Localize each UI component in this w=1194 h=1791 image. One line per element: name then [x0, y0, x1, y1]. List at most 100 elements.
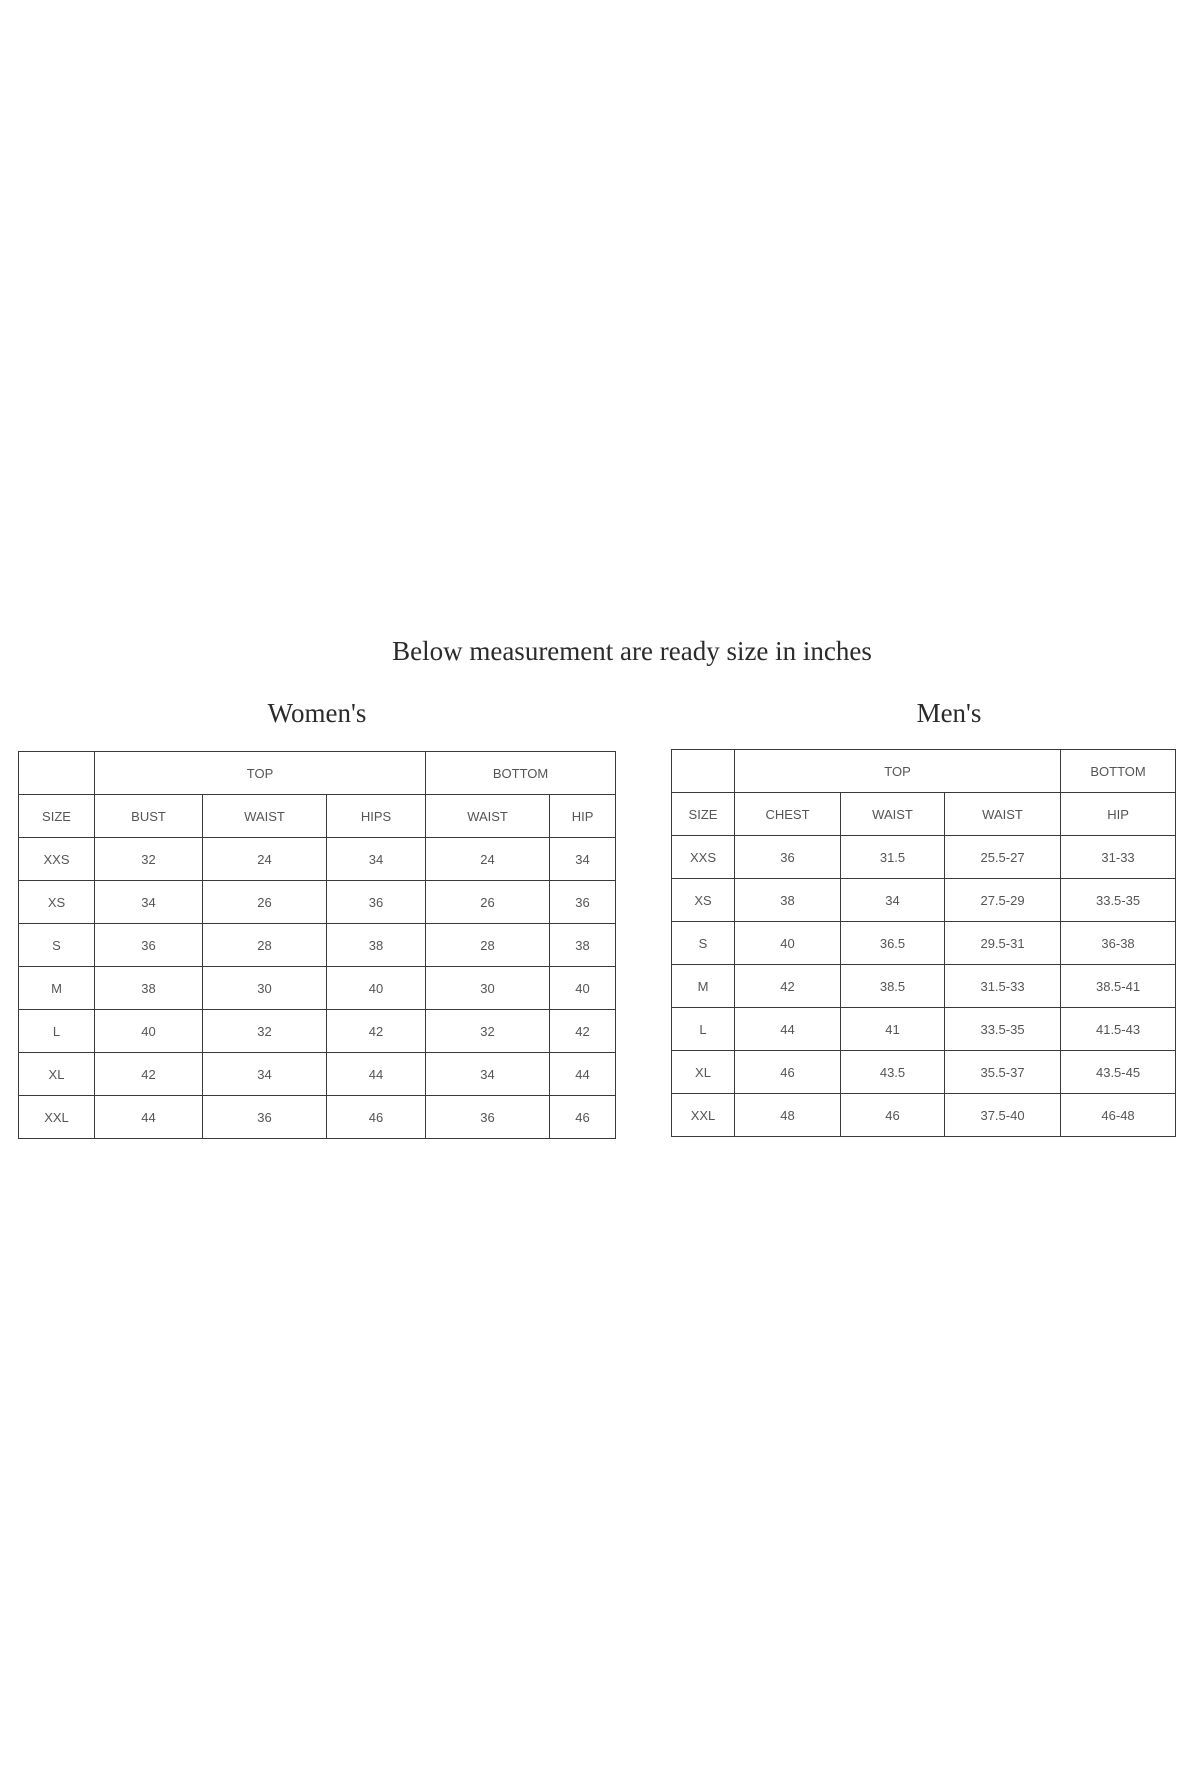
size-cell: S: [671, 921, 735, 965]
size-cell: XS: [18, 880, 95, 924]
measurement-cell: 32: [202, 1009, 327, 1053]
measurement-cell: 31.5-33: [943, 964, 1062, 1008]
column-header-cell: HIPS: [325, 794, 427, 838]
measurement-cell: 38.5: [840, 964, 945, 1008]
measurement-cell: 48: [734, 1093, 841, 1137]
measurement-cell: 43.5-45: [1060, 1050, 1177, 1094]
size-cell: XS: [671, 878, 735, 922]
page-title: Below measurement are ready size in inch…: [392, 636, 872, 666]
column-header-cell: WAIST: [202, 794, 327, 838]
table-row: S 36 28 38 28 38: [18, 923, 617, 967]
group-header-row: TOP BOTTOM: [18, 751, 617, 795]
column-header-row: SIZE CHEST WAIST WAIST HIP: [671, 792, 1177, 836]
column-header-cell: SIZE: [671, 792, 735, 836]
measurement-cell: 40: [94, 1009, 203, 1053]
table-row: XS 34 26 36 26 36: [18, 880, 617, 924]
measurement-cell: 30: [202, 966, 327, 1010]
table-row: M 42 38.5 31.5-33 38.5-41: [671, 964, 1177, 1008]
column-header-cell: HIP: [549, 794, 617, 838]
measurement-cell: 28: [202, 923, 327, 967]
measurement-cell: 42: [325, 1009, 427, 1053]
size-cell: XXS: [18, 837, 95, 881]
measurement-cell: 34: [840, 878, 945, 922]
group-header-cell: BOTTOM: [425, 751, 617, 795]
mens-heading: Men's: [916, 698, 982, 728]
measurement-cell: 40: [734, 921, 841, 965]
group-header-cell: [18, 751, 95, 795]
column-header-cell: SIZE: [18, 794, 95, 838]
measurement-cell: 35.5-37: [943, 1050, 1062, 1094]
measurement-cell: 26: [202, 880, 327, 924]
measurement-cell: 46: [325, 1095, 427, 1139]
measurement-cell: 44: [325, 1052, 427, 1096]
measurement-cell: 31-33: [1060, 835, 1177, 879]
measurement-cell: 41.5-43: [1060, 1007, 1177, 1051]
measurement-cell: 34: [202, 1052, 327, 1096]
measurement-cell: 36: [549, 880, 617, 924]
measurement-cell: 38.5-41: [1060, 964, 1177, 1008]
measurement-cell: 36: [734, 835, 841, 879]
group-header-cell: BOTTOM: [1060, 749, 1177, 793]
size-cell: XL: [671, 1050, 735, 1094]
measurement-cell: 42: [549, 1009, 617, 1053]
measurement-cell: 24: [202, 837, 327, 881]
group-header-row: TOP BOTTOM: [671, 749, 1177, 793]
measurement-cell: 40: [549, 966, 617, 1010]
table-row: XS 38 34 27.5-29 33.5-35: [671, 878, 1177, 922]
size-cell: S: [18, 923, 95, 967]
group-header-cell: TOP: [93, 751, 427, 795]
table-row: XXL 44 36 46 36 46: [18, 1095, 617, 1139]
size-cell: XXL: [18, 1095, 95, 1139]
measurement-cell: 42: [734, 964, 841, 1008]
measurement-cell: 40: [325, 966, 427, 1010]
measurement-cell: 36: [425, 1095, 551, 1139]
table-row: M 38 30 40 30 40: [18, 966, 617, 1010]
table-row: XL 42 34 44 34 44: [18, 1052, 617, 1096]
size-cell: XXS: [671, 835, 735, 879]
measurement-cell: 44: [549, 1052, 617, 1096]
table-row: XXS 36 31.5 25.5-27 31-33: [671, 835, 1177, 879]
measurement-cell: 42: [94, 1052, 203, 1096]
measurement-cell: 36.5: [840, 921, 945, 965]
column-header-cell: WAIST: [840, 792, 945, 836]
table-row: S 40 36.5 29.5-31 36-38: [671, 921, 1177, 965]
measurement-cell: 38: [94, 966, 203, 1010]
measurement-cell: 46: [549, 1095, 617, 1139]
measurement-cell: 32: [425, 1009, 551, 1053]
measurement-cell: 34: [549, 837, 617, 881]
column-header-cell: HIP: [1060, 792, 1177, 836]
measurement-cell: 24: [425, 837, 551, 881]
measurement-cell: 46: [734, 1050, 841, 1094]
size-cell: L: [18, 1009, 95, 1053]
measurement-cell: 34: [425, 1052, 551, 1096]
measurement-cell: 27.5-29: [943, 878, 1062, 922]
group-header-cell: [671, 749, 735, 793]
measurement-cell: 30: [425, 966, 551, 1010]
measurement-cell: 41: [840, 1007, 945, 1051]
table-row: L 40 32 42 32 42: [18, 1009, 617, 1053]
measurement-cell: 31.5: [840, 835, 945, 879]
column-header-row: SIZE BUST WAIST HIPS WAIST HIP: [18, 794, 617, 838]
measurement-cell: 38: [734, 878, 841, 922]
measurement-cell: 37.5-40: [943, 1093, 1062, 1137]
measurement-cell: 36-38: [1060, 921, 1177, 965]
size-cell: XXL: [671, 1093, 735, 1137]
measurement-cell: 46: [840, 1093, 945, 1137]
womens-heading: Women's: [267, 698, 367, 728]
measurement-cell: 26: [425, 880, 551, 924]
column-header-cell: WAIST: [425, 794, 551, 838]
column-header-cell: WAIST: [943, 792, 1062, 836]
measurement-cell: 33.5-35: [1060, 878, 1177, 922]
womens-size-table: TOP BOTTOM SIZE BUST WAIST HIPS WAIST HIP XXS 32 2…: [18, 751, 617, 1139]
table-row: XL 46 43.5 35.5-37 43.5-45: [671, 1050, 1177, 1094]
measurement-cell: 43.5: [840, 1050, 945, 1094]
measurement-cell: 34: [325, 837, 427, 881]
measurement-cell: 28: [425, 923, 551, 967]
table-row: L 44 41 33.5-35 41.5-43: [671, 1007, 1177, 1051]
mens-size-table: TOP BOTTOM SIZE CHEST WAIST WAIST HIP XXS 36 31.5…: [671, 749, 1177, 1137]
size-cell: M: [671, 964, 735, 1008]
measurement-cell: 44: [734, 1007, 841, 1051]
size-cell: XL: [18, 1052, 95, 1096]
measurement-cell: 32: [94, 837, 203, 881]
table-row: XXS 32 24 34 24 34: [18, 837, 617, 881]
